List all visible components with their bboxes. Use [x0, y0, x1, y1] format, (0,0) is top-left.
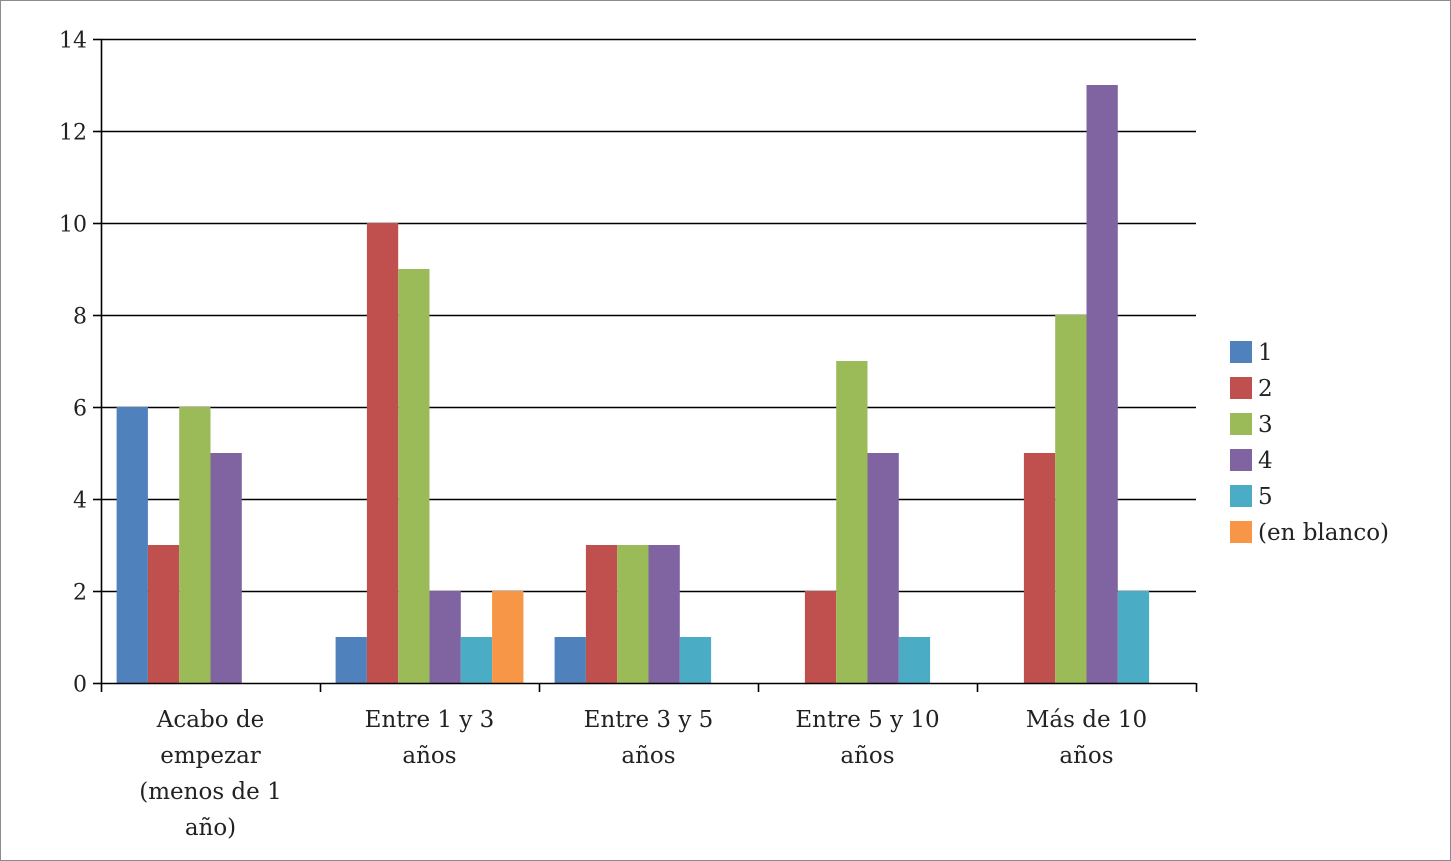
- legend-label-1: 1: [1258, 340, 1273, 366]
- legend-item-2: 2: [1230, 376, 1273, 402]
- bar-series-2-cat-2: [366, 223, 399, 683]
- bar-series-2-cat-4: [804, 591, 837, 683]
- legend-item-5: 5: [1230, 484, 1273, 510]
- y-tick-label-14: 14: [59, 29, 87, 54]
- bar-series-1-cat-2: [335, 637, 367, 683]
- y-tick-label-4: 4: [73, 489, 87, 514]
- y-tick-label-10: 10: [59, 213, 87, 238]
- gridlines: [101, 38, 1196, 593]
- legend-item-4: 4: [1230, 448, 1273, 474]
- x-tick-labels: Acabo de empezar (menos de 1 año) Entre 1 y …: [139, 707, 1147, 841]
- bar-series-5-cat-4: [898, 637, 931, 683]
- legend-swatch-6: [1230, 521, 1252, 543]
- bar-series-3-cat-1: [179, 407, 211, 683]
- bar-series-4-cat-2: [429, 591, 461, 683]
- legend-label-2: 2: [1258, 376, 1273, 402]
- bar-series-5-cat-3: [679, 637, 712, 683]
- legend-swatch-3: [1230, 413, 1252, 435]
- legend-item-6: (en blanco): [1230, 520, 1389, 546]
- legend-item-1: 1: [1230, 340, 1273, 366]
- legend-swatch-5: [1230, 485, 1252, 507]
- y-tick-label-12: 12: [59, 121, 87, 146]
- legend-swatch-2: [1230, 377, 1252, 399]
- bars: [116, 85, 1150, 683]
- bar-series-3-cat-5: [1055, 315, 1087, 683]
- bar-series-5-cat-5: [1117, 591, 1150, 683]
- x-tick-label-5: Más de 10 años: [1026, 707, 1147, 769]
- axes: [93, 38, 1198, 692]
- bar-series-1-cat-3: [554, 637, 586, 683]
- x-tick-label-4: Entre 5 y 10 años: [795, 707, 939, 769]
- y-tick-label-6: 6: [73, 397, 87, 422]
- bar-series-1-cat-1: [116, 407, 148, 683]
- y-tick-label-2: 2: [73, 581, 87, 606]
- x-tick-label-3: Entre 3 y 5 años: [584, 707, 714, 769]
- legend-swatch-4: [1230, 449, 1252, 471]
- x-tick-label-1: Acabo de empezar (menos de 1 año): [139, 707, 281, 841]
- legend-label-6: (en blanco): [1258, 520, 1389, 546]
- bar-series-3-cat-4: [836, 361, 868, 683]
- bar-series-3-cat-2: [398, 269, 430, 683]
- bar-series-4-cat-5: [1086, 85, 1118, 683]
- bar-series-5-cat-2: [460, 637, 493, 683]
- y-tick-label-0: 0: [73, 673, 87, 698]
- legend-label-4: 4: [1258, 448, 1273, 474]
- legend-label-3: 3: [1258, 412, 1273, 438]
- y-tick-label-8: 8: [73, 305, 87, 330]
- bar-series-2-cat-1: [147, 545, 180, 683]
- bar-series-3-cat-3: [617, 545, 649, 683]
- legend-swatch-1: [1230, 341, 1252, 363]
- legend: 1 2 3 4 5 (en blanco): [1230, 340, 1389, 546]
- bar-series-2-cat-5: [1023, 453, 1056, 683]
- bar-series-4-cat-3: [648, 545, 680, 683]
- bar-series-2-cat-3: [585, 545, 618, 683]
- y-tick-labels: 0 2 4 6 8 10 12 14: [59, 29, 87, 698]
- bar-series-4-cat-4: [867, 453, 899, 683]
- bar-series-4-cat-1: [210, 453, 242, 683]
- x-tick-label-2: Entre 1 y 3 años: [365, 707, 495, 769]
- legend-item-3: 3: [1230, 412, 1273, 438]
- bar-series-6-cat-2: [492, 591, 524, 683]
- legend-label-5: 5: [1258, 484, 1273, 510]
